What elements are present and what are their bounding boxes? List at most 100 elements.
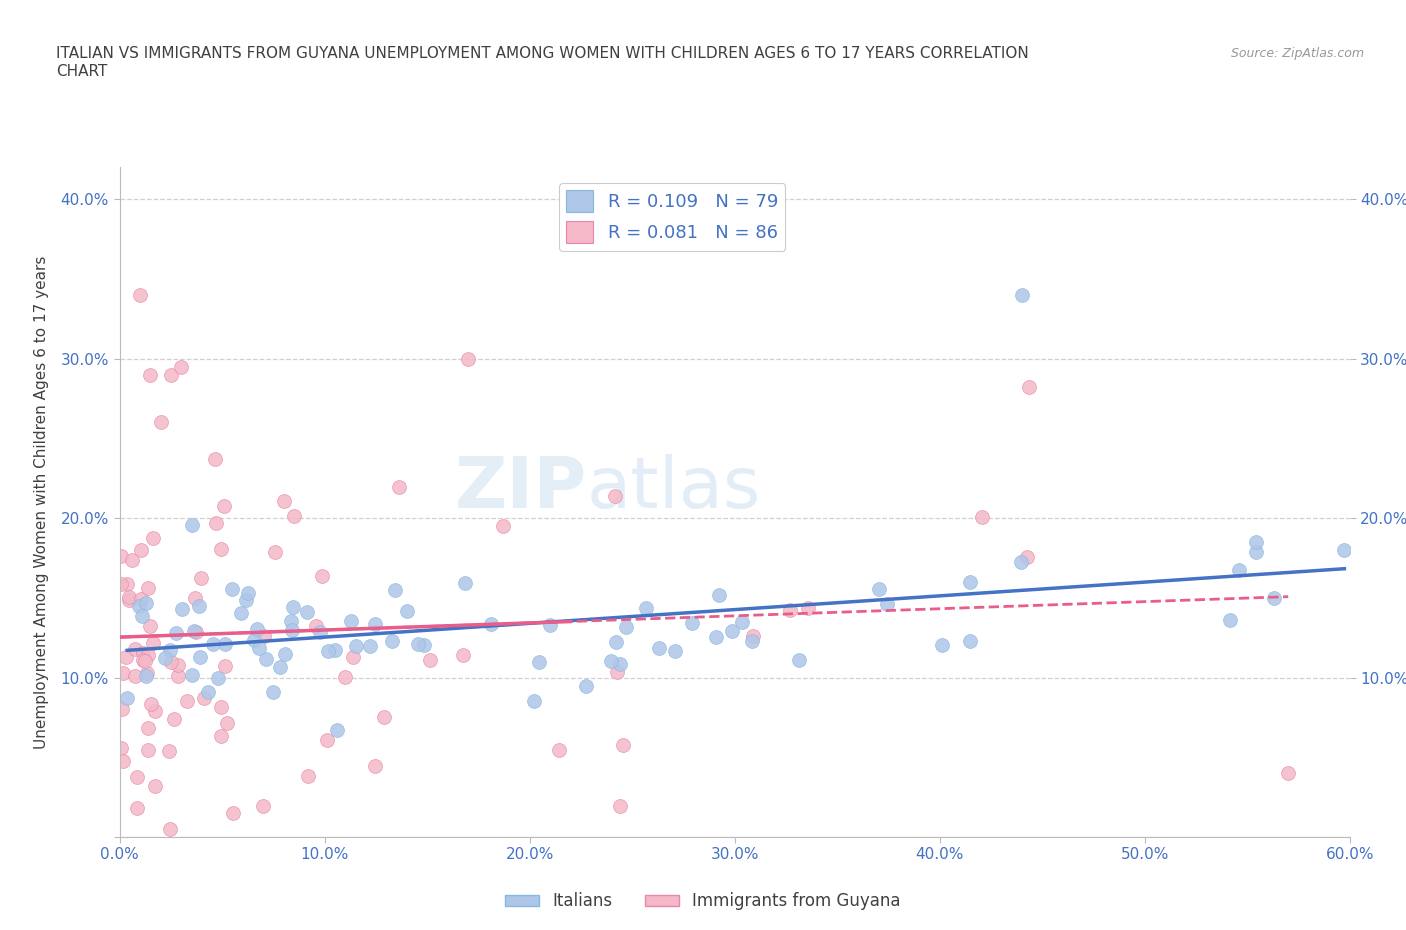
Point (229, 605, 252, 620)
Point (340, 614, 363, 629)
Point (492, 518, 515, 533)
Point (165, 626, 187, 641)
Point (209, 699, 232, 714)
Point (1244, 534, 1267, 549)
Point (111, 754, 134, 769)
Point (614, 619, 637, 634)
Point (139, 619, 162, 634)
Point (970, 510, 993, 525)
Point (110, 577, 132, 591)
Point (118, 592, 141, 607)
Point (111, 702, 134, 717)
Point (172, 602, 194, 617)
Point (197, 684, 219, 699)
Point (212, 498, 235, 513)
Point (253, 629, 276, 644)
Point (741, 634, 763, 649)
Point (143, 703, 166, 718)
Point (283, 509, 305, 524)
Point (166, 668, 188, 683)
Point (202, 637, 225, 652)
Point (959, 633, 981, 648)
Point (796, 601, 818, 616)
Point (479, 617, 502, 631)
Point (1010, 554, 1032, 569)
Point (193, 690, 215, 705)
Point (364, 617, 387, 631)
Point (135, 669, 157, 684)
Point (139, 697, 162, 711)
Y-axis label: Unemployment Among Women with Children Ages 6 to 17 years: Unemployment Among Women with Children A… (35, 256, 49, 749)
Point (342, 650, 364, 665)
Point (262, 684, 284, 699)
Legend: R = 0.109   N = 79, R = 0.081   N = 86: R = 0.109 N = 79, R = 0.081 N = 86 (560, 183, 786, 251)
Point (297, 769, 319, 784)
Point (1227, 563, 1250, 578)
Point (681, 616, 703, 631)
Point (188, 649, 211, 664)
Point (215, 715, 238, 730)
Point (1018, 379, 1040, 394)
Point (167, 658, 190, 672)
Point (731, 615, 754, 630)
Point (181, 668, 204, 683)
Point (222, 806, 245, 821)
Point (115, 649, 138, 664)
Point (135, 666, 157, 681)
Point (1333, 542, 1355, 557)
Point (129, 542, 152, 557)
Point (159, 654, 181, 669)
Text: ITALIAN VS IMMIGRANTS FROM GUYANA UNEMPLOYMENT AMONG WOMEN WITH CHILDREN AGES 6 : ITALIAN VS IMMIGRANTS FROM GUYANA UNEMPL… (56, 46, 1029, 79)
Point (311, 568, 333, 583)
Point (281, 622, 304, 637)
Point (381, 633, 404, 648)
Point (214, 659, 236, 674)
Point (959, 575, 981, 590)
Point (183, 623, 205, 638)
Point (419, 653, 441, 668)
Point (454, 576, 477, 591)
Point (187, 599, 209, 614)
Point (648, 641, 671, 656)
Point (132, 653, 155, 668)
Point (170, 359, 193, 374)
Point (139, 367, 162, 382)
Point (704, 630, 727, 644)
Point (118, 590, 141, 604)
Point (190, 571, 212, 586)
Point (236, 585, 259, 600)
Point (115, 577, 138, 591)
Point (153, 651, 176, 666)
Point (384, 583, 406, 598)
Point (603, 488, 626, 503)
Point (326, 723, 349, 737)
Point (523, 693, 546, 708)
Point (131, 608, 153, 623)
Point (245, 622, 267, 637)
Point (1246, 545, 1268, 560)
Point (664, 644, 686, 658)
Point (316, 644, 339, 658)
Point (159, 367, 181, 382)
Point (235, 592, 257, 607)
Point (159, 643, 181, 658)
Point (209, 541, 232, 556)
Point (538, 618, 561, 632)
Point (868, 581, 890, 596)
Point (457, 352, 479, 366)
Legend: Italians, Immigrants from Guyana: Italians, Immigrants from Guyana (499, 885, 907, 917)
Point (247, 640, 270, 655)
Point (388, 480, 411, 495)
Point (112, 665, 135, 680)
Point (263, 545, 285, 560)
Point (184, 591, 207, 605)
Point (256, 651, 278, 666)
Point (136, 647, 159, 662)
Point (214, 637, 236, 652)
Point (359, 639, 381, 654)
Point (176, 693, 198, 708)
Point (204, 452, 226, 467)
Point (252, 798, 274, 813)
Point (609, 798, 631, 813)
Point (149, 415, 172, 430)
